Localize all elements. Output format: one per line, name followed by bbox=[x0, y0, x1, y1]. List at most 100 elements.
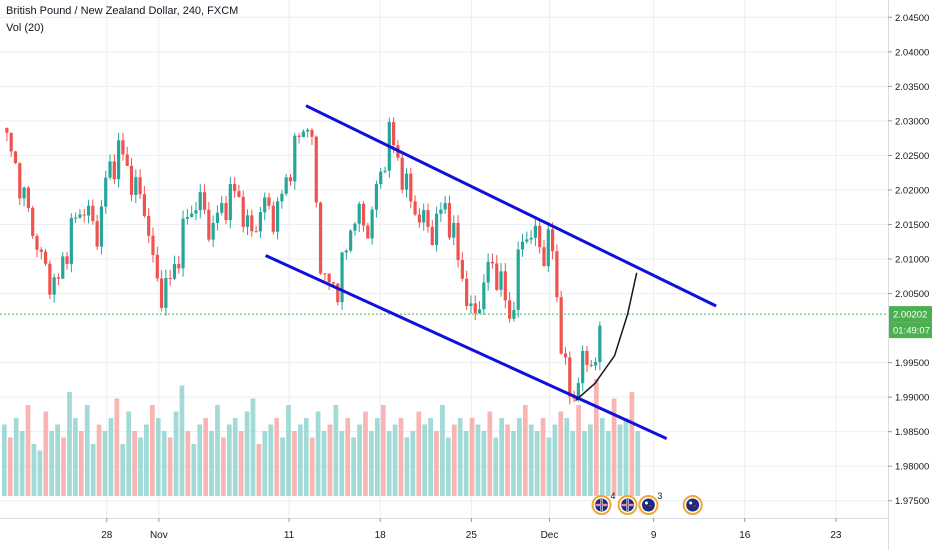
volume-bar bbox=[564, 418, 570, 496]
volume-bar bbox=[522, 405, 528, 496]
time-tick-label: 23 bbox=[830, 530, 842, 541]
volume-bar bbox=[594, 379, 599, 496]
event-count: 3 bbox=[657, 491, 662, 501]
volume-bar bbox=[369, 431, 374, 496]
candle-body bbox=[65, 256, 69, 264]
volume-bar bbox=[446, 437, 451, 496]
candle-body bbox=[490, 261, 495, 264]
candle-body bbox=[13, 151, 18, 164]
flag-jack bbox=[644, 501, 648, 505]
volume-indicator-label[interactable]: Vol (20) bbox=[6, 22, 44, 34]
volume-bar bbox=[126, 411, 132, 496]
candle-body bbox=[473, 303, 477, 314]
volume-bar bbox=[623, 418, 629, 496]
volume-bar bbox=[280, 437, 285, 496]
flag-field bbox=[641, 498, 655, 512]
candle-body bbox=[155, 254, 159, 279]
volume-bar bbox=[481, 431, 487, 496]
candle-body bbox=[134, 177, 138, 195]
candle-body bbox=[31, 207, 35, 237]
candle-body bbox=[598, 325, 602, 362]
last-price-badge bbox=[889, 306, 932, 323]
candle-body bbox=[198, 192, 202, 211]
candle-body bbox=[447, 203, 452, 238]
volume-bar bbox=[505, 424, 510, 496]
candle-body bbox=[443, 203, 447, 210]
candle-body bbox=[39, 249, 43, 252]
volume-bar bbox=[25, 405, 31, 496]
volume-bar bbox=[203, 418, 208, 496]
volume-bar bbox=[463, 431, 469, 496]
price-tick-label: 1.99000 bbox=[895, 393, 929, 404]
flag-uk-icon[interactable]: 4 bbox=[591, 491, 616, 515]
volume-bar bbox=[303, 418, 309, 496]
candle-body bbox=[486, 261, 490, 283]
candle-body bbox=[237, 191, 241, 197]
volume-bar bbox=[534, 431, 540, 496]
candle-body bbox=[301, 131, 305, 137]
channel-lower-line bbox=[264, 254, 668, 440]
candle-body bbox=[370, 209, 374, 239]
candle-body bbox=[469, 303, 473, 306]
candle-body bbox=[439, 209, 443, 214]
candle-body bbox=[344, 250, 348, 253]
volume-bar bbox=[428, 418, 433, 496]
volume-series bbox=[2, 379, 641, 496]
candle-body bbox=[568, 357, 572, 397]
volume-bar bbox=[416, 411, 422, 496]
time-tick-label: Nov bbox=[150, 530, 168, 541]
volume-bar bbox=[386, 431, 392, 496]
volume-bar bbox=[410, 431, 416, 496]
candle-body bbox=[151, 235, 155, 255]
candle-body bbox=[258, 212, 263, 232]
candle-body bbox=[392, 122, 396, 146]
volume-bar bbox=[434, 431, 439, 496]
flag-jack bbox=[689, 501, 693, 505]
candle-body bbox=[181, 218, 185, 269]
countdown-label: 01:49:07 bbox=[893, 326, 930, 337]
volume-bar bbox=[345, 418, 351, 496]
projection-curve bbox=[575, 272, 638, 402]
volume-bar bbox=[552, 424, 558, 496]
volume-bar bbox=[309, 437, 315, 496]
candle-body bbox=[207, 209, 211, 240]
volume-bar bbox=[292, 431, 297, 496]
volume-bar bbox=[144, 424, 149, 496]
candle-body bbox=[306, 129, 310, 132]
candle-body bbox=[297, 135, 301, 137]
candle-body bbox=[495, 263, 499, 290]
price-tick-label: 2.02000 bbox=[895, 185, 929, 196]
price-tick-label: 2.04500 bbox=[895, 13, 929, 24]
candle-body bbox=[417, 214, 421, 223]
candle-body bbox=[168, 277, 172, 279]
flag-nz-icon[interactable] bbox=[682, 495, 703, 515]
volume-bar bbox=[268, 424, 274, 496]
candle-body bbox=[366, 225, 370, 239]
candle-body bbox=[172, 263, 177, 279]
candle-body bbox=[245, 215, 250, 227]
volume-bar bbox=[558, 411, 564, 496]
volume-bar bbox=[120, 444, 126, 496]
candle-body bbox=[525, 239, 529, 242]
candle-body bbox=[327, 273, 331, 283]
flag-star bbox=[693, 505, 696, 507]
volume-bar bbox=[55, 424, 60, 496]
candle-body bbox=[331, 282, 336, 284]
flag-nz-icon[interactable]: 3 bbox=[638, 491, 662, 515]
flag-uk-icon[interactable] bbox=[617, 495, 638, 515]
flag-star bbox=[649, 505, 652, 507]
candle-body bbox=[413, 201, 417, 215]
volume-bar bbox=[380, 405, 386, 496]
candle-body bbox=[482, 282, 486, 310]
candle-body bbox=[460, 259, 464, 279]
candle-body bbox=[529, 237, 533, 240]
candle-body bbox=[108, 161, 112, 178]
candle-body bbox=[336, 283, 340, 303]
volume-bar bbox=[599, 418, 605, 496]
volume-bar bbox=[215, 405, 220, 496]
time-tick-label: 25 bbox=[466, 530, 478, 541]
volume-bar bbox=[392, 424, 398, 496]
volume-bar bbox=[96, 424, 102, 496]
